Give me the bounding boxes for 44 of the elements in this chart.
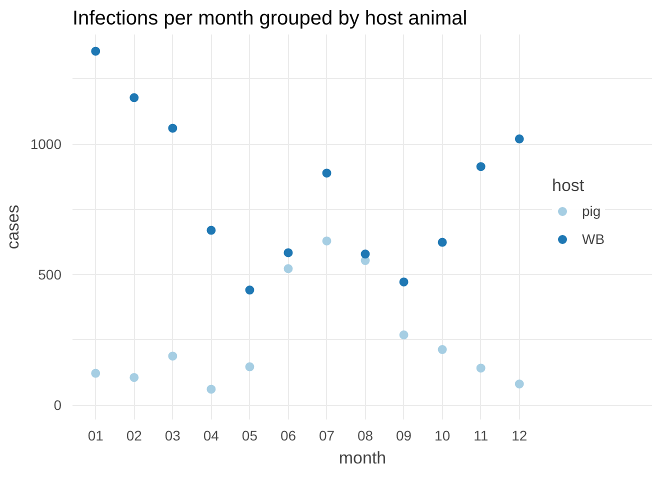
point (322, 236, 332, 246)
x-tick-label: 04 (203, 428, 220, 444)
legend-title: host (552, 176, 586, 196)
x-tick-label: 02 (126, 428, 142, 444)
x-tick-label: 11 (474, 428, 488, 444)
point (130, 372, 139, 382)
point (399, 330, 408, 340)
chart-title: Infections per month grouped by host animal (72, 8, 468, 30)
point (476, 162, 486, 172)
x-tick-label: 07 (318, 428, 335, 444)
legend-label: WB (582, 231, 605, 247)
point (514, 134, 524, 144)
x-tick-label: 03 (164, 428, 181, 444)
x-tick-label: 10 (434, 428, 450, 444)
y-axis-title: cases (3, 204, 22, 250)
point (438, 238, 447, 247)
x-tick-label: 08 (358, 428, 374, 444)
point (91, 368, 100, 378)
point (91, 46, 100, 56)
point (360, 250, 370, 259)
legend-label: pig (582, 203, 602, 219)
point (514, 380, 524, 388)
point (130, 93, 139, 102)
point (284, 248, 293, 258)
x-tick-label: 01 (88, 428, 104, 444)
point (476, 364, 486, 373)
y-tick-label: 1000 (30, 136, 62, 152)
point (438, 345, 447, 354)
x-tick-label: 12 (512, 428, 528, 444)
y-tick-label: 500 (38, 266, 62, 283)
y-tick-label: 0 (54, 397, 62, 414)
point (168, 352, 178, 361)
point (245, 362, 254, 372)
point (284, 264, 293, 274)
point (206, 226, 216, 235)
point (168, 124, 178, 133)
point (399, 277, 408, 286)
point (245, 286, 254, 295)
point (322, 168, 332, 178)
x-axis-title: month (338, 448, 386, 468)
point (206, 384, 216, 394)
x-tick-label: 09 (396, 428, 412, 444)
x-tick-label: 05 (242, 428, 258, 444)
x-tick-label: 06 (280, 428, 296, 444)
